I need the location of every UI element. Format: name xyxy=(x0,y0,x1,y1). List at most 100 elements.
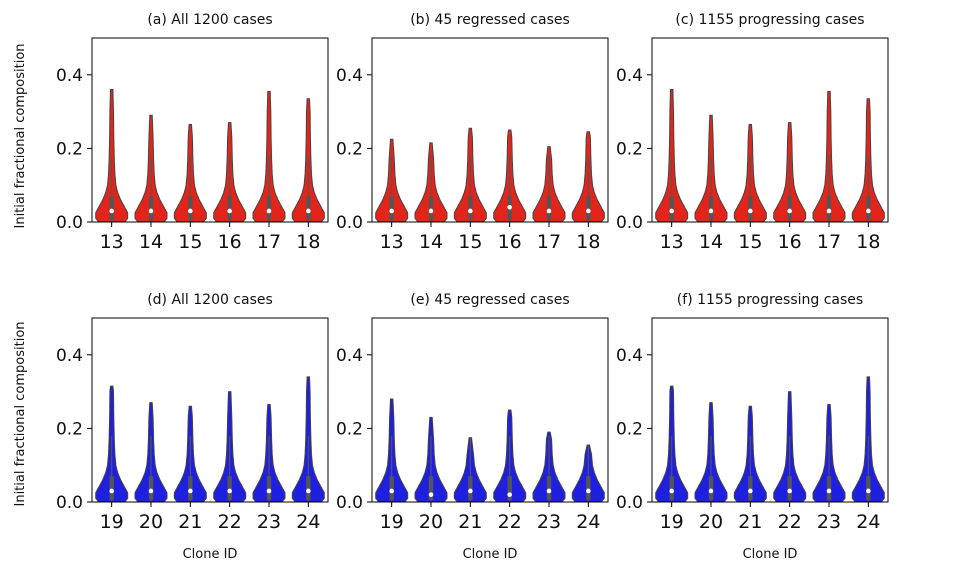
violin-median-16 xyxy=(227,208,232,214)
x-tick-label: 13 xyxy=(380,231,404,253)
violins xyxy=(95,89,325,222)
violin-13 xyxy=(655,89,689,222)
x-tick-label: 19 xyxy=(380,511,404,533)
panel-title: (f) 1155 progressing cases xyxy=(677,292,863,308)
violin-median-18 xyxy=(586,208,591,214)
x-axis-label: Clone ID xyxy=(463,547,518,562)
violin-median-14 xyxy=(708,208,714,214)
panel-frame xyxy=(371,37,609,223)
x-tick-label: 18 xyxy=(296,231,320,253)
panel-a: (a) All 1200 cases 0.0 0.2 0.4 13 14 15 16 17 18 xyxy=(56,12,329,253)
violin-median-21 xyxy=(468,488,473,494)
x-tick-label: 14 xyxy=(419,231,443,253)
violin-median-15 xyxy=(468,208,473,214)
x-tick-label: 21 xyxy=(458,511,482,533)
panel-b: (b) 45 regressed cases 0.0 0.2 0.4 13 14 15 16 1… xyxy=(336,12,609,253)
x-tick-label: 23 xyxy=(257,511,281,533)
violin-median-24 xyxy=(866,488,871,494)
x-tick-label: 21 xyxy=(738,511,762,533)
violin-median-21 xyxy=(188,488,193,494)
x-tick-label: 18 xyxy=(576,231,600,253)
panel-frame xyxy=(371,317,609,503)
x-tick-label: 24 xyxy=(296,511,320,533)
violins xyxy=(95,376,325,502)
x-tick-label: 24 xyxy=(856,511,880,533)
violin-median-15 xyxy=(188,208,193,214)
violin-median-23 xyxy=(546,488,552,494)
panel-frame xyxy=(91,317,329,503)
y-tick-label: 0.0 xyxy=(56,213,83,233)
violin-median-16 xyxy=(507,204,512,210)
violin-median-18 xyxy=(306,208,311,214)
y-tick-label: 0.2 xyxy=(56,419,83,439)
y-tick-label: 0.0 xyxy=(56,493,83,513)
x-tick-label: 23 xyxy=(817,511,841,533)
y-tick-label: 0.2 xyxy=(616,139,643,159)
x-tick-label: 17 xyxy=(257,231,281,253)
x-axis-label: Clone ID xyxy=(743,547,798,562)
violins xyxy=(375,127,605,222)
panel-e: (e) 45 regressed cases 0.0 0.2 0.4 19 20 21 22 2… xyxy=(336,292,609,562)
y-tick-label: 0.0 xyxy=(616,213,643,233)
x-tick-label: 17 xyxy=(817,231,841,253)
x-tick-label: 23 xyxy=(537,511,561,533)
violin-median-13 xyxy=(109,208,114,214)
panel-c: (c) 1155 progressing cases 0.0 0.2 0.4 13 14 1… xyxy=(616,12,889,253)
violin-median-23 xyxy=(266,488,272,494)
x-tick-label: 19 xyxy=(100,511,124,533)
x-tick-label: 22 xyxy=(218,511,242,533)
y-tick-label: 0.0 xyxy=(336,493,363,513)
violins xyxy=(375,398,605,502)
violins xyxy=(655,89,885,222)
y-tick-label: 0.2 xyxy=(56,139,83,159)
y-tick-label: 0.2 xyxy=(336,419,363,439)
violin-13 xyxy=(95,89,129,222)
panel-title: (c) 1155 progressing cases xyxy=(675,12,864,28)
violin-median-13 xyxy=(669,208,674,214)
y-tick-label: 0.4 xyxy=(56,66,83,86)
x-tick-label: 24 xyxy=(576,511,600,533)
x-tick-label: 15 xyxy=(178,231,202,253)
figure-ylabel-top: Initial fractional composition xyxy=(13,43,28,228)
violin-median-22 xyxy=(507,492,512,497)
violin-median-16 xyxy=(787,208,792,214)
violin-median-19 xyxy=(669,488,674,494)
x-tick-label: 21 xyxy=(178,511,202,533)
y-tick-label: 0.4 xyxy=(616,66,643,86)
violin-median-23 xyxy=(826,488,832,494)
x-tick-label: 13 xyxy=(100,231,124,253)
x-tick-label: 20 xyxy=(699,511,723,533)
x-tick-label: 16 xyxy=(218,231,242,253)
panel-title: (d) All 1200 cases xyxy=(147,292,273,308)
panel-frame xyxy=(651,37,889,223)
y-tick-label: 0.4 xyxy=(616,346,643,366)
violin-median-13 xyxy=(389,208,394,214)
x-tick-label: 13 xyxy=(660,231,684,253)
x-tick-label: 14 xyxy=(699,231,723,253)
violin-median-17 xyxy=(826,208,832,214)
x-tick-label: 15 xyxy=(458,231,482,253)
violin-median-14 xyxy=(428,208,434,214)
panel-d: (d) All 1200 cases 0.0 0.2 0.4 19 20 21 22 23 24 C… xyxy=(56,292,329,562)
violin-median-19 xyxy=(389,488,394,494)
violin-median-20 xyxy=(148,488,154,494)
violin-median-21 xyxy=(748,488,753,494)
violin-median-18 xyxy=(866,208,871,214)
violin-median-15 xyxy=(748,208,753,214)
x-axis-label: Clone ID xyxy=(183,547,238,562)
x-tick-label: 17 xyxy=(537,231,561,253)
x-tick-label: 22 xyxy=(498,511,522,533)
violin-median-14 xyxy=(148,208,154,214)
figure-ylabel-bottom: Initial fractional composition xyxy=(13,321,28,506)
violin-median-17 xyxy=(546,208,552,214)
violins xyxy=(655,376,885,502)
violin-median-20 xyxy=(428,492,434,497)
panel-title: (a) All 1200 cases xyxy=(147,12,272,28)
violin-median-24 xyxy=(586,488,591,494)
y-tick-label: 0.0 xyxy=(616,493,643,513)
panel-frame xyxy=(651,317,889,503)
violin-median-19 xyxy=(109,488,114,494)
x-tick-label: 20 xyxy=(139,511,163,533)
violin-median-20 xyxy=(708,488,714,494)
